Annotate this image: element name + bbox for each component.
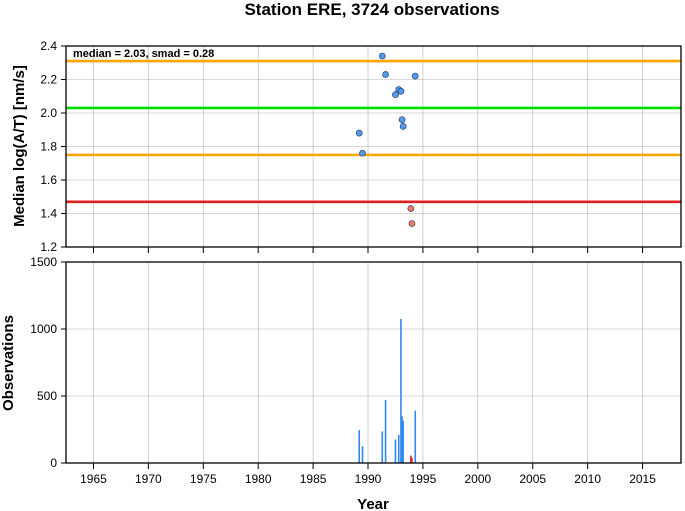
- observation-bar: [394, 439, 397, 463]
- median-points: [355, 52, 419, 227]
- observation-bar: [397, 434, 400, 463]
- median-y-tick-label: 2.0: [40, 106, 57, 120]
- median-y-axis-label: Median log(A/T) [nm/s]: [11, 65, 28, 227]
- x-tick-label: 1970: [135, 472, 162, 486]
- observations-y-tick-label: 1500: [30, 255, 57, 269]
- observation-bar: [402, 420, 404, 463]
- median-y-ticks: 1.2 1.4 1.6 1.8 2.0 2.2 2.4: [40, 39, 66, 254]
- observations-plot-frame: [65, 261, 682, 464]
- median-point: [359, 149, 366, 157]
- median-point: [411, 72, 419, 80]
- observation-bar: [381, 431, 384, 463]
- median-y-tick-label: 2.4: [40, 39, 57, 53]
- x-tick-label: 1995: [410, 472, 437, 486]
- median-y-tick-label: 1.8: [40, 140, 57, 154]
- observation-bar: [384, 400, 387, 463]
- median-point: [355, 129, 363, 137]
- x-tick-label: 1980: [245, 472, 272, 486]
- chart-title: Station ERE, 3724 observations: [244, 0, 499, 19]
- observation-bar: [401, 416, 403, 463]
- x-tick-label: 1985: [300, 472, 327, 486]
- median-y-tick-label: 1.4: [40, 207, 57, 221]
- x-tick-label: 2010: [574, 472, 601, 486]
- x-tick-label: 1975: [190, 472, 217, 486]
- observation-bar: [411, 457, 413, 463]
- x-tick-label: 2000: [464, 472, 491, 486]
- median-y-tick-label: 1.2: [40, 240, 57, 254]
- median-point: [382, 71, 389, 78]
- x-tick-label: 2015: [629, 472, 656, 486]
- x-tick-label: 2005: [519, 472, 546, 486]
- median-point: [397, 87, 405, 95]
- x-axis-label: Year: [357, 496, 389, 511]
- reference-lines: [66, 59, 681, 204]
- observations-x-ticks: 1965 1970 1975 1980 1985 1990 1995 2000 2005 2010…: [80, 463, 656, 486]
- median-x-ticks: [92, 247, 644, 253]
- observations-y-tick-label: 500: [37, 389, 57, 403]
- median-point: [399, 123, 407, 130]
- observations-y-ticks: 0 500 1000 1500: [30, 255, 66, 470]
- observation-bar: [400, 318, 402, 463]
- observations-bars: [358, 318, 417, 463]
- median-y-tick-label: 2.2: [40, 73, 57, 87]
- median-annotation: median = 2.03, smad = 0.28: [73, 48, 214, 60]
- median-point: [407, 205, 415, 212]
- median-panel: 1.2 1.4 1.6 1.8 2.0 2.2 2.4 median = 2.03, sma…: [11, 39, 682, 254]
- observations-grid: [66, 261, 681, 464]
- observations-y-tick-label: 1000: [30, 322, 57, 336]
- median-point: [398, 116, 406, 124]
- median-grid: [66, 45, 681, 248]
- x-tick-label: 1990: [355, 472, 382, 486]
- observation-bar: [414, 410, 417, 463]
- median-point: [408, 220, 416, 227]
- x-tick-label: 1965: [80, 472, 107, 486]
- observation-bar: [410, 455, 412, 463]
- observation-bar: [361, 446, 364, 463]
- observation-bar: [358, 430, 361, 463]
- median-plot-frame: [65, 45, 682, 248]
- median-point: [392, 91, 399, 98]
- observations-panel: 0 500 1000 1500 1965 1970 1975 1980 1985 1990 199…: [0, 255, 682, 511]
- observations-y-tick-label: 0: [50, 456, 57, 470]
- observations-y-axis-label: Observations: [0, 315, 17, 411]
- median-point: [378, 52, 386, 60]
- median-y-tick-label: 1.6: [40, 173, 57, 187]
